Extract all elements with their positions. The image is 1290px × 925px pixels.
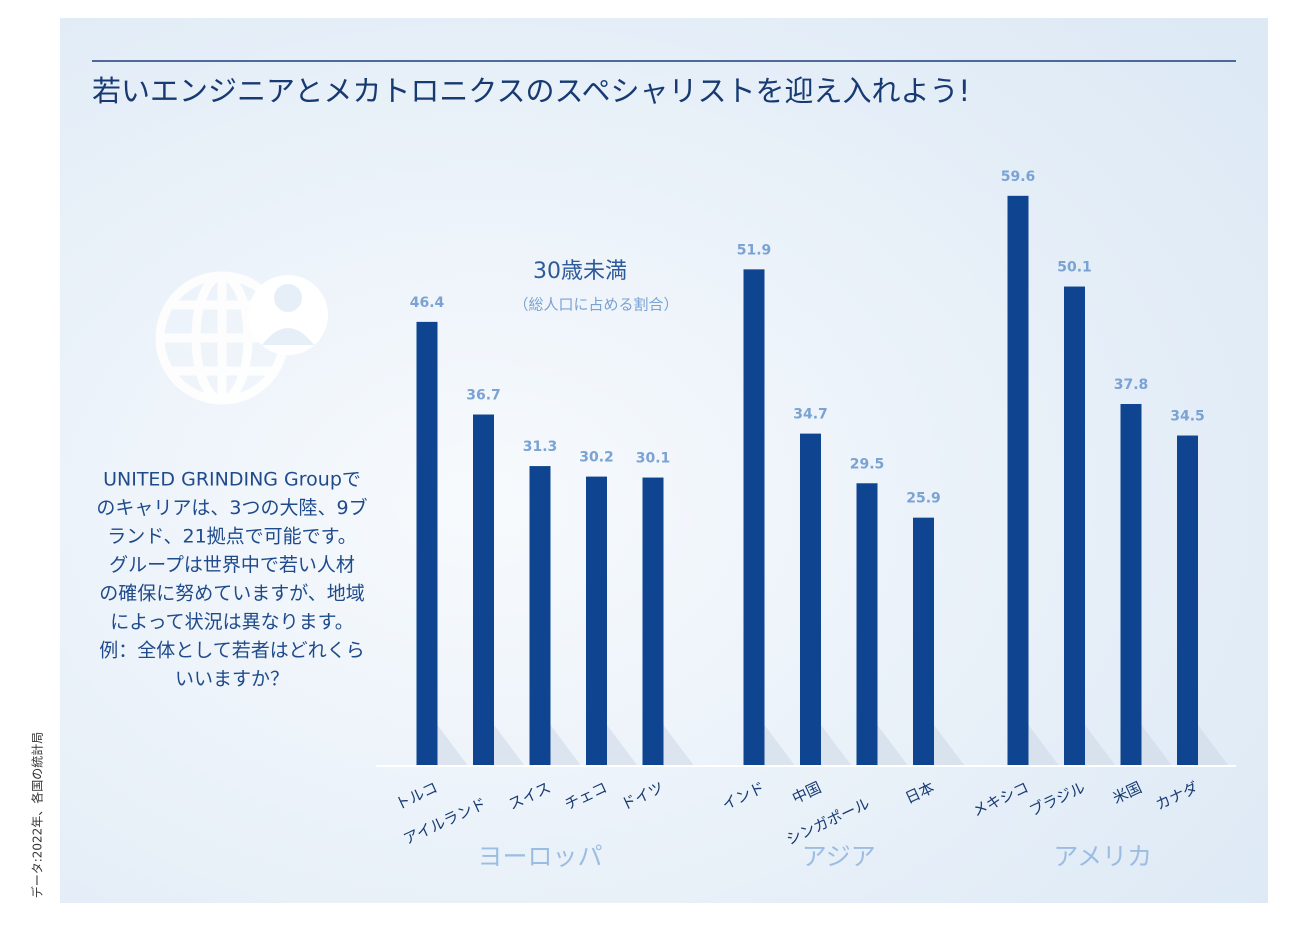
side-text: UNITED GRINDING Groupで — [103, 469, 361, 491]
value-label: 31.3 — [523, 439, 558, 455]
side-text: の確保に努めていますが、地域 — [99, 583, 365, 605]
bar — [800, 433, 821, 765]
unit-note: （総人口に占める割合） — [513, 296, 678, 314]
bar-shadow — [1028, 725, 1059, 765]
bar — [743, 269, 765, 765]
bar-shadow — [877, 725, 908, 765]
value-label: 51.9 — [737, 242, 772, 258]
chart-title: 若いエンジニアとメカトロニクスのスペシャリストを迎え入れよう! — [92, 74, 970, 108]
bar — [529, 466, 551, 765]
value-label: 46.4 — [410, 295, 445, 311]
bar — [856, 483, 878, 765]
side-text: によって状況は異なります。 — [110, 611, 354, 633]
side-text: ランド、21拠点で可能です。 — [107, 526, 357, 548]
value-label: 59.6 — [1001, 169, 1036, 185]
bar — [586, 476, 607, 765]
bar — [1007, 195, 1029, 765]
value-label: 37.8 — [1114, 377, 1149, 393]
bar — [913, 517, 934, 765]
bar-shadow — [607, 725, 637, 765]
bar-shadow — [663, 725, 694, 765]
value-label: 29.5 — [850, 456, 885, 472]
bar — [1120, 404, 1142, 765]
bar — [642, 477, 664, 765]
bar-shadow — [764, 725, 795, 765]
bar — [1177, 435, 1198, 765]
value-label: 25.9 — [906, 491, 941, 507]
group-label: ヨーロッパ — [477, 842, 602, 871]
bar — [473, 414, 494, 765]
bar-shadow — [494, 725, 524, 765]
value-label: 30.1 — [636, 451, 671, 467]
bar-shadow — [934, 725, 964, 765]
value-label: 34.7 — [793, 407, 828, 423]
bar — [1064, 286, 1085, 765]
bar-shadow — [821, 725, 851, 765]
side-text: いいますか？ — [175, 668, 289, 690]
value-label: 50.1 — [1057, 260, 1092, 276]
bar-shadow — [437, 725, 468, 765]
value-label: 34.5 — [1170, 409, 1205, 425]
bar — [416, 321, 438, 765]
side-text: 例：全体として若者はどれくら — [99, 640, 364, 662]
group-label: アメリカ — [1053, 842, 1152, 871]
bar-shadow — [1198, 725, 1228, 765]
side-text: グループは世界中で若い人材 — [109, 554, 355, 576]
bar-shadow — [1085, 725, 1115, 765]
group-label: アジア — [802, 842, 876, 871]
bar-shadow — [1141, 725, 1172, 765]
value-label: 36.7 — [466, 388, 501, 404]
bar-shadow — [550, 725, 581, 765]
side-text: のキャリアは、3つの大陸、9ブ — [96, 496, 367, 519]
subtitle: 30歳未満 — [533, 259, 627, 284]
person-icon — [248, 275, 328, 355]
value-label: 30.2 — [579, 450, 614, 466]
source: データ:2022年、各国の統計局 — [30, 732, 45, 899]
